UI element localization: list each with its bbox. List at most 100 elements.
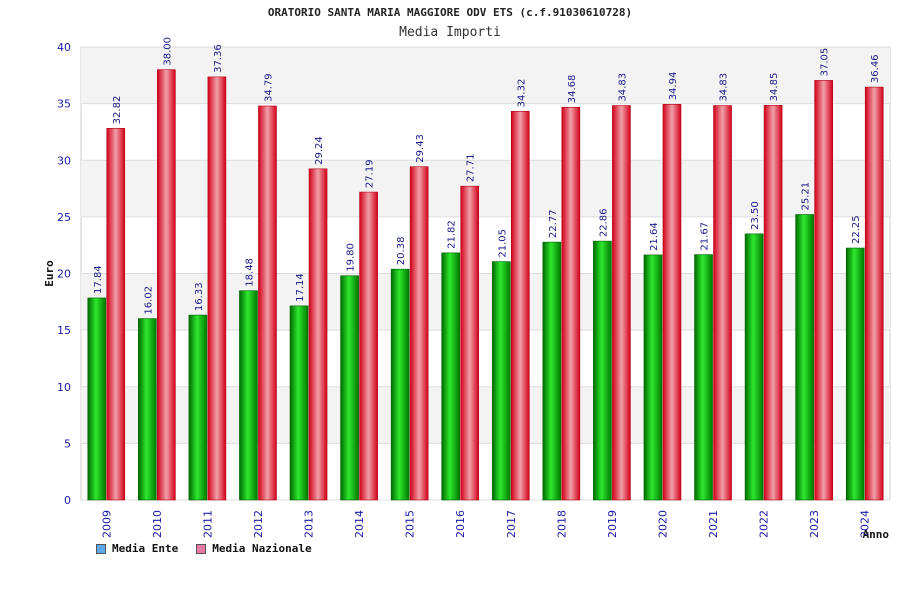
- data-label: 34.85: [769, 73, 780, 102]
- bar-media-ente: [694, 254, 713, 501]
- data-label: 37.05: [820, 48, 831, 77]
- bar-media-ente: [239, 290, 258, 501]
- data-label: 21.82: [447, 220, 458, 249]
- data-label: 29.24: [314, 136, 325, 165]
- x-tick-label: 2022: [758, 510, 771, 538]
- data-label: 21.64: [649, 222, 660, 251]
- bar-media-ente: [491, 261, 511, 501]
- data-label: 34.83: [719, 73, 730, 102]
- y-tick-label: 40: [57, 41, 71, 54]
- bar-media-ente: [593, 240, 612, 501]
- y-tick-label: 30: [57, 154, 71, 167]
- data-label: 22.86: [598, 208, 609, 237]
- legend-item-media-nazionale: Media Nazionale: [196, 542, 312, 555]
- chart-title: ORATORIO SANTA MARIA MAGGIORE ODV ETS (c…: [267, 6, 633, 19]
- bar-media-ente: [138, 318, 157, 501]
- data-label: 20.38: [396, 237, 407, 266]
- y-tick-label: 0: [64, 494, 71, 507]
- x-tick-label: 2013: [303, 510, 316, 538]
- x-tick-label: 2024: [859, 510, 872, 538]
- data-label: 34.68: [567, 75, 578, 104]
- bar-media-ente: [795, 214, 814, 501]
- data-label: 21.67: [700, 222, 711, 251]
- bar-media-ente: [643, 254, 663, 501]
- bar-media-nazionale: [409, 166, 429, 501]
- data-label: 21.05: [497, 229, 508, 258]
- y-tick-label: 35: [57, 98, 71, 111]
- legend-item-media-ente: Media Ente: [96, 542, 178, 555]
- x-axis: 2009 2010 2011 2012 2013 2014 2015 2016 2017 2018…: [100, 510, 889, 541]
- bar-media-ente: [340, 275, 359, 501]
- bar-media-nazionale: [460, 185, 480, 501]
- bar-media-nazionale: [308, 168, 328, 501]
- x-tick-label: 2009: [100, 510, 113, 538]
- data-label: 22.25: [851, 215, 862, 244]
- data-label: 34.32: [516, 79, 527, 108]
- x-tick-label: 2016: [454, 510, 467, 538]
- bar-media-ente: [845, 247, 865, 501]
- bar-media-ente: [744, 233, 764, 501]
- bar-media-nazionale: [157, 69, 176, 501]
- x-tick-label: 2010: [151, 510, 164, 538]
- bar-media-nazionale: [561, 106, 581, 501]
- x-tick-label: 2012: [252, 510, 265, 538]
- bar-media-nazionale: [763, 105, 783, 501]
- legend-swatch-media-nazionale: [196, 543, 207, 554]
- x-tick-label: 2015: [404, 510, 417, 538]
- y-tick-label: 25: [57, 211, 71, 224]
- bar-media-nazionale: [713, 105, 732, 501]
- data-label: 34.79: [263, 73, 274, 102]
- legend-label-media-nazionale: Media Nazionale: [212, 542, 312, 555]
- bar-media-nazionale: [258, 105, 277, 501]
- data-label: 27.71: [466, 154, 477, 183]
- bar-media-nazionale: [814, 80, 833, 501]
- data-label: 38.00: [162, 37, 173, 66]
- y-tick-label: 5: [64, 437, 71, 450]
- x-tick-label: 2018: [555, 510, 568, 538]
- legend-label-media-ente: Media Ente: [112, 542, 179, 555]
- bar-media-nazionale: [864, 86, 884, 501]
- y-tick-label: 15: [57, 324, 71, 337]
- bar-media-nazionale: [359, 191, 378, 501]
- y-axis: 0 5 10 15 20 25 30 35 40 Euro: [43, 41, 71, 507]
- data-label: 16.33: [194, 282, 205, 311]
- x-tick-label: 2017: [505, 510, 518, 538]
- x-tick-label: 2019: [606, 510, 619, 538]
- data-label: 32.82: [112, 96, 123, 125]
- bar-media-ente: [390, 268, 410, 501]
- data-label: 27.19: [365, 159, 376, 188]
- bar-media-nazionale: [207, 76, 227, 501]
- legend: Media Ente Media Nazionale: [96, 542, 312, 555]
- x-tick-label: 2014: [353, 510, 366, 538]
- x-tick-label: 2020: [656, 510, 669, 538]
- y-axis-label: Euro: [43, 260, 56, 287]
- bar-media-ente: [542, 241, 562, 501]
- data-label: 34.94: [668, 72, 679, 101]
- data-label: 23.50: [750, 201, 761, 230]
- x-tick-label: 2023: [808, 510, 821, 538]
- y-tick-label: 20: [57, 268, 71, 281]
- bar-media-nazionale: [106, 128, 126, 501]
- legend-swatch-media-ente: [96, 543, 106, 554]
- bar-media-ente: [188, 314, 208, 501]
- data-label: 25.21: [801, 182, 812, 211]
- data-label: 16.02: [143, 286, 154, 315]
- data-label: 22.77: [548, 209, 559, 238]
- chart-subtitle: Media Importi: [399, 25, 501, 40]
- y-tick-label: 10: [57, 381, 71, 394]
- data-label: 18.48: [244, 258, 255, 287]
- bar-media-nazionale: [510, 111, 530, 501]
- data-label: 29.43: [415, 134, 426, 163]
- bar-media-nazionale: [612, 105, 631, 501]
- x-axis-label: Anno: [863, 528, 890, 541]
- bar-media-nazionale: [662, 104, 682, 501]
- bars: 17.84 32.82 16.02 38.00 16.33 37.36 18.48 34.79…: [87, 37, 884, 501]
- data-label: 37.36: [213, 44, 224, 73]
- data-label: 34.83: [617, 73, 628, 102]
- data-label: 19.80: [346, 243, 357, 272]
- data-label: 36.46: [870, 54, 881, 83]
- data-label: 17.14: [295, 273, 306, 302]
- x-tick-label: 2011: [201, 510, 214, 538]
- bar-media-ente: [289, 305, 309, 501]
